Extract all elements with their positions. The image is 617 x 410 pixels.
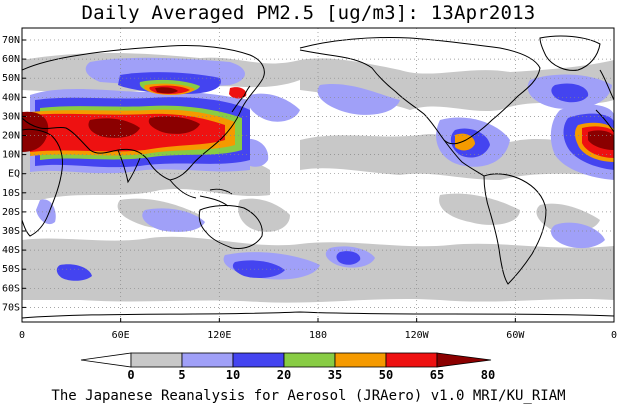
map-title: Daily Averaged PM2.5 [ug/m3]: 13Apr2013 (81, 2, 536, 24)
lon-label: 120W (405, 330, 430, 341)
latitude-labels: 70N 60N 50N 40N 30N 20N 10N EQ 10S 20S 30S 40S 50S 60… (2, 35, 26, 313)
pm25-field (22, 53, 614, 303)
lat-label: 30S (2, 226, 20, 237)
colorbar-segment (385, 352, 438, 368)
coastlines (22, 35, 614, 319)
lat-label: 10N (2, 150, 20, 161)
lon-label: 60W (506, 330, 525, 341)
lon-label: 0 (611, 330, 617, 341)
lat-label: 60S (2, 283, 20, 294)
longitude-labels: 0 60E 120E 180 120W 60W 0 (19, 318, 617, 341)
colorbar-segment (334, 352, 387, 368)
lat-label: 70N (2, 35, 20, 46)
colorbar-label: 20 (277, 368, 291, 382)
colorbar-segment (283, 352, 336, 368)
graticule (22, 28, 614, 322)
lat-label: EQ (8, 169, 20, 180)
colorbar-segment (130, 352, 183, 368)
colorbar: 0 5 10 20 35 50 65 80 (80, 352, 495, 382)
colorbar-label: 10 (226, 368, 240, 382)
lat-label: 50N (2, 73, 20, 84)
colorbar-label: 80 (481, 368, 495, 382)
colorbar-label: 65 (430, 368, 444, 382)
colorbar-label: 50 (379, 368, 393, 382)
lat-label: 30N (2, 111, 20, 122)
lon-label: 60E (112, 330, 130, 341)
lat-label: 60N (2, 54, 20, 65)
colorbar-segment (181, 352, 234, 368)
lon-label: 180 (309, 330, 327, 341)
colorbar-arrow-high (436, 352, 492, 368)
lat-label: 20N (2, 131, 20, 142)
lon-label: 120E (207, 330, 231, 341)
lat-label: 10S (2, 188, 20, 199)
lat-label: 40N (2, 92, 20, 103)
colorbar-segment (232, 352, 285, 368)
footer-caption: The Japanese Reanalysis for Aerosol (JRA… (51, 388, 566, 404)
colorbar-label: 0 (127, 368, 134, 382)
colorbar-arrow-low (80, 352, 132, 368)
lat-label: 40S (2, 245, 20, 256)
lat-label: 20S (2, 207, 20, 218)
colorbar-label: 5 (178, 368, 185, 382)
lat-label: 50S (2, 264, 20, 275)
colorbar-label: 35 (328, 368, 342, 382)
lat-label: 70S (2, 302, 20, 313)
lon-label: 0 (19, 330, 25, 341)
